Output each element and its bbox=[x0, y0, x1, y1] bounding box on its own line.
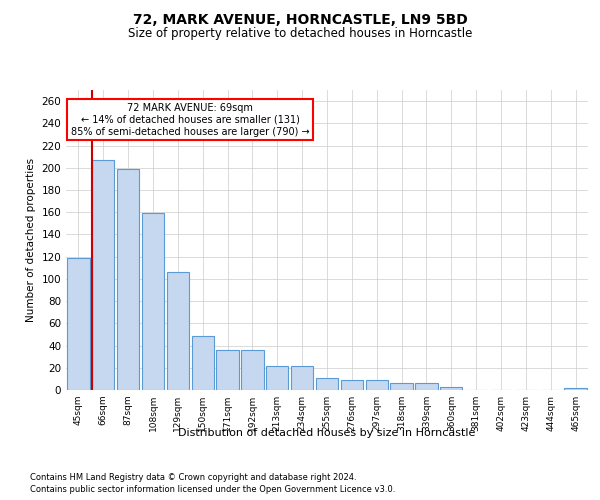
Bar bbox=[67, 258, 89, 390]
Text: 72, MARK AVENUE, HORNCASTLE, LN9 5BD: 72, MARK AVENUE, HORNCASTLE, LN9 5BD bbox=[133, 12, 467, 26]
Bar bbox=[191, 336, 214, 390]
Bar bbox=[266, 366, 289, 390]
Text: Contains public sector information licensed under the Open Government Licence v3: Contains public sector information licen… bbox=[30, 485, 395, 494]
Bar bbox=[365, 380, 388, 390]
Text: 72 MARK AVENUE: 69sqm
← 14% of detached houses are smaller (131)
85% of semi-det: 72 MARK AVENUE: 69sqm ← 14% of detached … bbox=[71, 104, 310, 136]
Bar bbox=[167, 272, 189, 390]
Bar bbox=[241, 350, 263, 390]
Bar bbox=[92, 160, 115, 390]
Bar bbox=[316, 378, 338, 390]
Text: Distribution of detached houses by size in Horncastle: Distribution of detached houses by size … bbox=[178, 428, 476, 438]
Bar bbox=[142, 214, 164, 390]
Text: Contains HM Land Registry data © Crown copyright and database right 2024.: Contains HM Land Registry data © Crown c… bbox=[30, 472, 356, 482]
Y-axis label: Number of detached properties: Number of detached properties bbox=[26, 158, 36, 322]
Bar bbox=[341, 380, 363, 390]
Bar bbox=[217, 350, 239, 390]
Bar bbox=[440, 386, 463, 390]
Bar bbox=[391, 384, 413, 390]
Bar bbox=[565, 388, 587, 390]
Bar bbox=[117, 169, 139, 390]
Bar bbox=[415, 384, 437, 390]
Text: Size of property relative to detached houses in Horncastle: Size of property relative to detached ho… bbox=[128, 28, 472, 40]
Bar bbox=[291, 366, 313, 390]
